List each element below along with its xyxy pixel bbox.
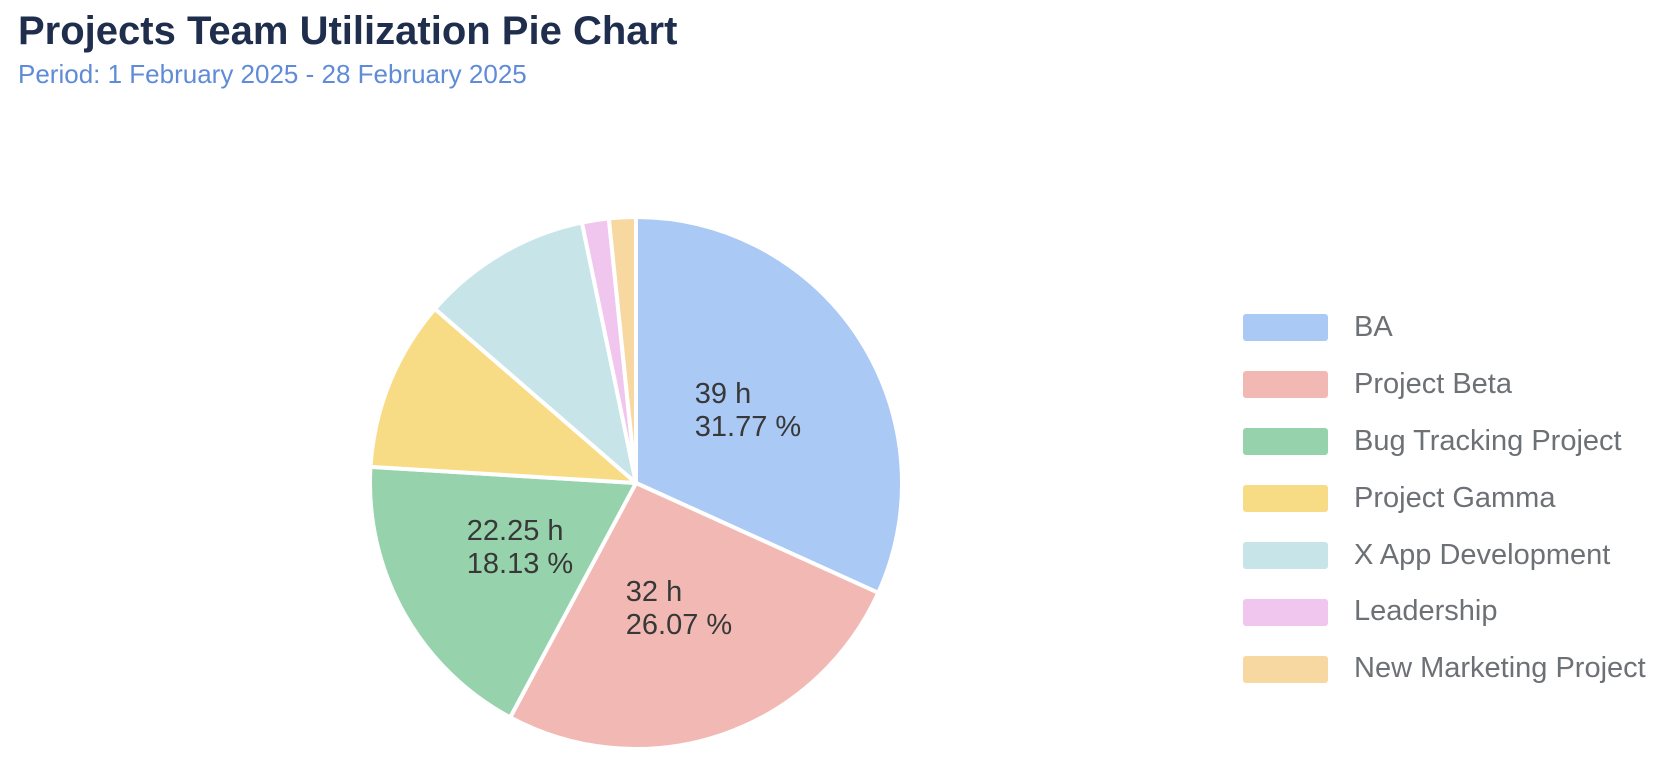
legend-item-label: Project Beta — [1354, 367, 1512, 400]
legend-item-label: Project Gamma — [1354, 481, 1556, 514]
legend-swatch-icon — [1243, 314, 1328, 342]
legend-item-leadership[interactable]: Leadership — [1243, 596, 1646, 628]
legend-item-ba[interactable]: BA — [1243, 311, 1646, 344]
legend-item-bug-tracking-project[interactable]: Bug Tracking Project — [1243, 424, 1646, 458]
legend-swatch-icon — [1243, 655, 1328, 683]
pie-slice-x-app-development[interactable] — [432, 220, 638, 485]
legend-swatch-icon — [1243, 598, 1328, 626]
pie-slice-bug-tracking-project[interactable] — [368, 464, 638, 720]
pie-slice-ba[interactable] — [634, 215, 904, 595]
legend-item-project-gamma[interactable]: Project Gamma — [1243, 481, 1646, 515]
legend-item-label: Leadership — [1354, 595, 1498, 628]
legend-item-new-marketing-project[interactable]: New Marketing Project — [1243, 652, 1646, 685]
legend-swatch-icon — [1243, 428, 1328, 456]
legend-item-x-app-development[interactable]: X App Development — [1243, 538, 1646, 572]
legend-item-project-beta[interactable]: Project Beta — [1243, 367, 1646, 401]
pie-slice-project-gamma[interactable] — [368, 306, 638, 485]
pie-chart — [336, 183, 936, 783]
pie-chart-svg — [368, 214, 904, 751]
legend-item-label: X App Development — [1354, 538, 1611, 571]
legend-swatch-icon — [1243, 485, 1328, 513]
legend-item-label: BA — [1354, 311, 1393, 343]
chart-legend: BA Project Beta Bug Tracking Project Projec… — [1243, 311, 1646, 685]
legend-swatch-icon — [1243, 542, 1328, 569]
legend-item-label: New Marketing Project — [1354, 652, 1646, 685]
legend-swatch-icon — [1243, 371, 1328, 399]
report-period-subtitle: Period: 1 February 2025 - 28 February 20… — [18, 59, 527, 89]
report-header: Projects Team Utilization Pie Chart Peri… — [18, 6, 677, 90]
page-title: Projects Team Utilization Pie Chart — [18, 9, 678, 53]
pie-slice-new-marketing-project[interactable] — [606, 214, 638, 485]
legend-item-label: Bug Tracking Project — [1354, 424, 1622, 457]
